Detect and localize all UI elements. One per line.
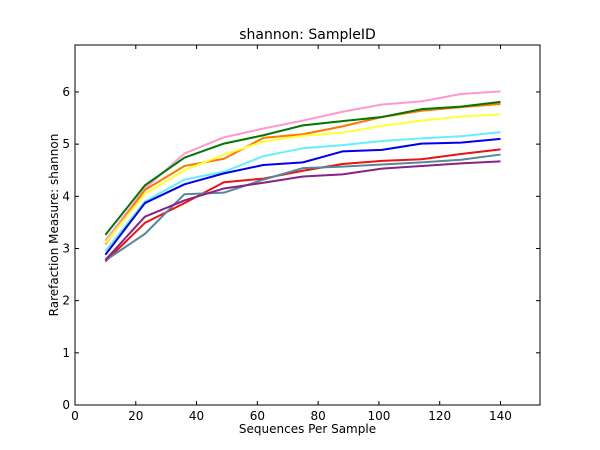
x-axis-label: Sequences Per Sample — [239, 422, 376, 436]
x-tick-label: 40 — [189, 409, 204, 423]
series-line-8 — [104, 153, 501, 262]
series-line-9 — [104, 160, 501, 261]
y-tick-label: 1 — [62, 346, 70, 360]
x-tick-label: 20 — [128, 409, 143, 423]
x-tick-label: 80 — [310, 409, 325, 423]
series-line-7 — [104, 148, 501, 263]
plot-frame — [74, 44, 541, 406]
y-tick-label: 3 — [62, 241, 70, 255]
series-line-3 — [104, 100, 501, 236]
y-tick-label: 5 — [62, 137, 70, 151]
chart-title: shannon: SampleID — [239, 27, 376, 43]
series-line-4 — [104, 113, 501, 244]
series-line-6 — [104, 137, 501, 256]
series-line-2 — [104, 102, 501, 245]
x-tick-label: 120 — [428, 409, 451, 423]
y-tick-label: 6 — [62, 85, 70, 99]
series-line-5 — [104, 131, 501, 252]
series-layer — [104, 90, 501, 263]
x-tick-label: 0 — [71, 409, 79, 423]
y-tick-label: 0 — [62, 398, 70, 412]
y-axis-label: Rarefaction Measure: shannon — [47, 134, 61, 317]
x-tick-label: 100 — [367, 409, 390, 423]
x-tick-label: 60 — [250, 409, 265, 423]
x-tick-label: 140 — [489, 409, 512, 423]
y-tick-label: 4 — [62, 189, 70, 203]
series-line-1 — [104, 90, 501, 242]
y-tick-label: 2 — [62, 294, 70, 308]
tick-layer: 0 20 40 60 80 100 120 140 0 1 2 3 4 5 6 — [62, 45, 540, 423]
